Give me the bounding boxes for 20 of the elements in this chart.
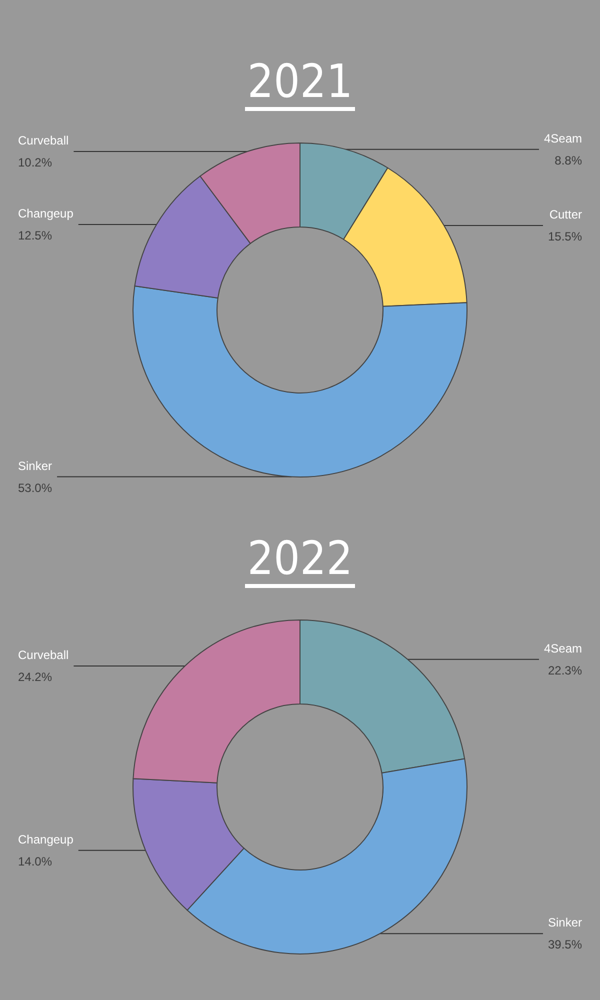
slice-label: 4Seam (544, 131, 582, 146)
data-label: 15.5% (548, 229, 582, 244)
chart-title: 2021 (245, 54, 355, 111)
chart-title: 2022 (245, 531, 355, 588)
data-label: 12.5% (18, 228, 52, 243)
data-label: 14.0% (18, 854, 52, 868)
data-label: 22.3% (548, 663, 582, 678)
slice-label: Changeup (18, 206, 74, 221)
data-label: 24.2% (18, 670, 52, 684)
slice-label: Sinker (18, 458, 52, 473)
slice-label: Curveball (18, 134, 69, 148)
data-label: 10.2% (18, 156, 52, 170)
slice-label: Changeup (18, 832, 74, 846)
data-label: 39.5% (548, 938, 582, 952)
data-label: 53.0% (18, 480, 52, 495)
slice-label: Curveball (18, 648, 69, 662)
data-label: 8.8% (554, 153, 582, 168)
slice-label: 4Seam (544, 641, 582, 656)
slice-label: Sinker (548, 916, 582, 930)
slice-label: Cutter (549, 207, 582, 222)
